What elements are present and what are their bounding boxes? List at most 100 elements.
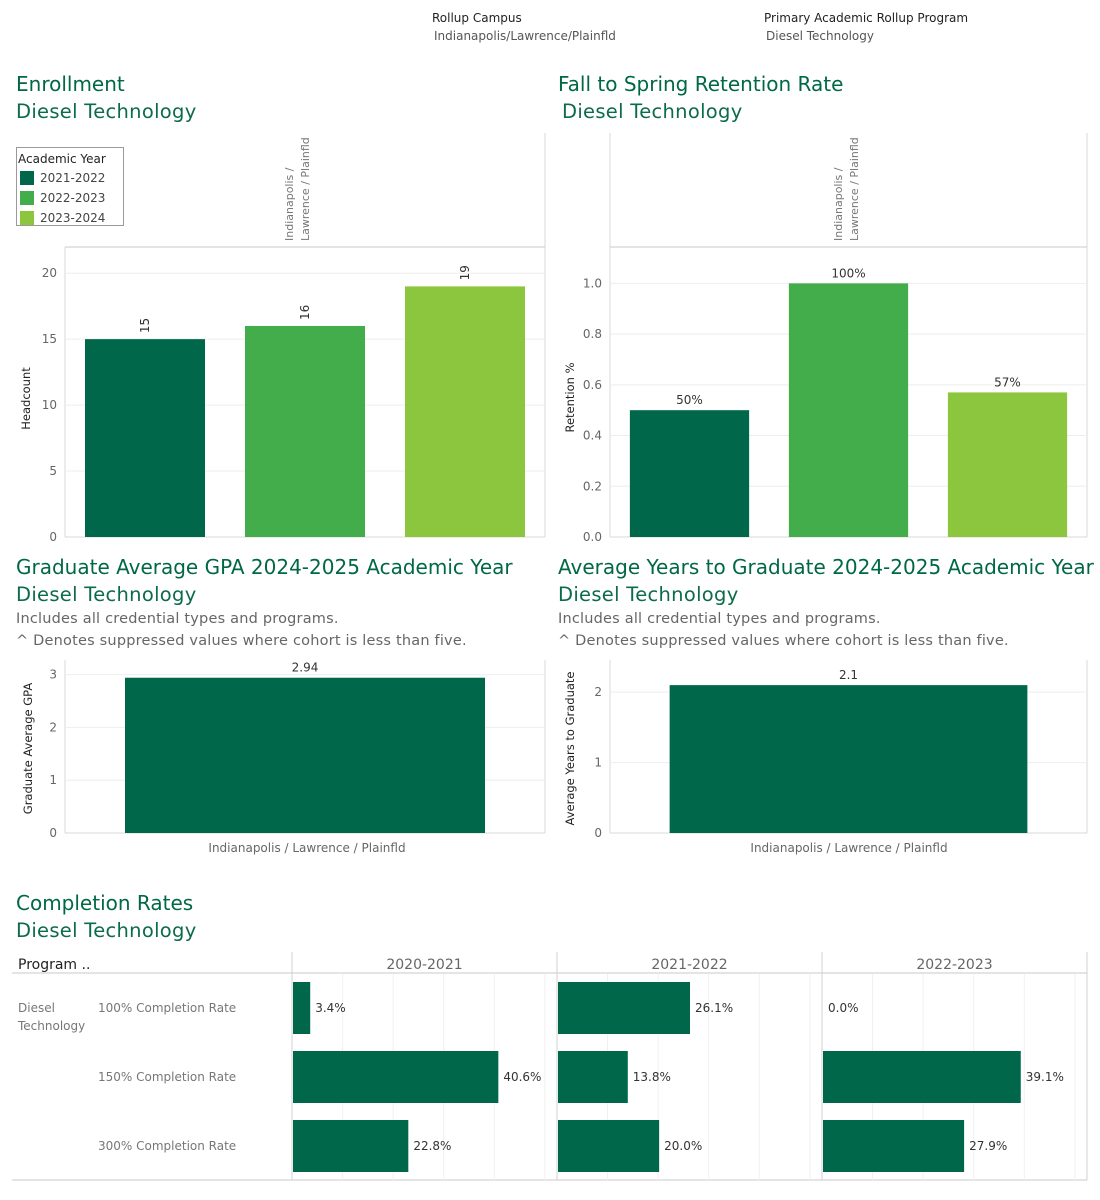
gpa-chart: 0 1 2 3 Graduate Average GPA 2.94 Indianapolis… xyxy=(21,660,546,855)
y-tick-label: 0.8 xyxy=(583,327,602,341)
y-tick-label: 1 xyxy=(49,773,57,787)
years-note-2: ^ Denotes suppressed values where cohort… xyxy=(558,633,1009,649)
bar xyxy=(245,325,365,537)
data-label: 20.0% xyxy=(664,1139,702,1153)
y-tick-label: 10 xyxy=(42,398,57,412)
data-label: 2.94 xyxy=(292,661,319,675)
y-tick-label: 1 xyxy=(594,756,602,770)
legend-item-2023-2024[interactable]: 2023-2024 xyxy=(17,208,123,228)
data-label: 16 xyxy=(298,305,312,320)
y-tick-label: 2 xyxy=(594,685,602,699)
y-tick-label: 1.0 xyxy=(583,276,602,290)
y-axis-label: Retention % xyxy=(563,362,577,432)
data-label: 26.1% xyxy=(695,1001,733,1015)
campus-filter-label: Rollup Campus xyxy=(432,11,522,25)
completion-title: Completion Rates xyxy=(16,891,194,915)
year-column-header: 2020-2021 xyxy=(386,957,462,973)
completion-bar xyxy=(293,1051,499,1103)
years-note-1: Includes all credential types and progra… xyxy=(558,611,881,627)
bar xyxy=(85,339,205,537)
legend-label: 2021-2022 xyxy=(40,171,106,185)
row-label: 300% Completion Rate xyxy=(98,1139,236,1153)
y-tick-label: 0.6 xyxy=(583,378,602,392)
bar xyxy=(669,685,1028,833)
column-header: Lawrence / Plainfld xyxy=(848,137,861,241)
completion-bar xyxy=(293,1120,409,1172)
gpa-note-1: Includes all credential types and progra… xyxy=(16,611,339,627)
y-tick-label: 5 xyxy=(49,464,57,478)
data-label: 22.8% xyxy=(413,1139,451,1153)
gpa-subtitle: Diesel Technology xyxy=(16,583,197,606)
retention-subtitle: Diesel Technology xyxy=(562,100,743,123)
campus-filter-value[interactable]: Indianapolis/Lawrence/Plainfld xyxy=(434,29,616,43)
legend-item-2022-2023[interactable]: 2022-2023 xyxy=(17,188,123,208)
data-label: 57% xyxy=(994,375,1021,389)
legend-label: 2022-2023 xyxy=(40,191,106,205)
completion-subtitle: Diesel Technology xyxy=(16,919,197,942)
bar xyxy=(629,410,750,537)
retention-chart: Indianapolis / Lawrence / Plainfld 0.0 0.2 0… xyxy=(563,133,1088,544)
program-column-header: Program .. xyxy=(18,957,90,973)
legend-title: Academic Year xyxy=(18,152,106,166)
data-label: 40.6% xyxy=(503,1070,541,1084)
bar xyxy=(405,286,525,537)
column-header: Lawrence / Plainfld xyxy=(299,137,312,241)
data-label: 27.9% xyxy=(969,1139,1007,1153)
gpa-note-2: ^ Denotes suppressed values where cohort… xyxy=(16,633,467,649)
data-label: 0.0% xyxy=(828,1001,859,1015)
y-tick-label: 0.0 xyxy=(583,530,602,544)
y-tick-label: 0.2 xyxy=(583,479,602,493)
data-label: 15 xyxy=(138,318,152,333)
program-name: Technology xyxy=(17,1019,85,1033)
bar xyxy=(947,392,1068,537)
legend-item-2021-2022[interactable]: 2021-2022 xyxy=(17,168,123,188)
gpa-title: Graduate Average GPA 2024-2025 Academic … xyxy=(16,555,513,579)
y-tick-label: 0 xyxy=(49,826,57,840)
enrollment-title: Enrollment xyxy=(16,72,125,96)
year-column-header: 2021-2022 xyxy=(651,957,727,973)
y-tick-label: 20 xyxy=(42,266,57,280)
y-tick-label: 3 xyxy=(49,668,57,682)
completion-bar xyxy=(558,982,691,1034)
enrollment-chart: Indianapolis / Lawrence / Plainfld 0 5 10 15 2… xyxy=(19,133,546,544)
program-name: Diesel xyxy=(18,1001,55,1015)
completion-bar xyxy=(823,1051,1021,1103)
row-label: 100% Completion Rate xyxy=(98,1001,236,1015)
y-tick-label: 2 xyxy=(49,720,57,734)
data-label: 100% xyxy=(831,266,865,280)
retention-title: Fall to Spring Retention Rate xyxy=(558,72,844,96)
completion-bar xyxy=(293,982,311,1034)
legend-swatch xyxy=(20,211,34,225)
year-column-header: 2022-2023 xyxy=(916,957,992,973)
row-label: 150% Completion Rate xyxy=(98,1070,236,1084)
data-label: 13.8% xyxy=(633,1070,671,1084)
enrollment-legend: Academic Year 2021-2022 2022-2023 2023-2… xyxy=(16,147,124,226)
program-filter-value[interactable]: Diesel Technology xyxy=(766,29,874,43)
x-category-label: Indianapolis / Lawrence / Plainfld xyxy=(750,841,947,855)
data-label: 2.1 xyxy=(839,668,858,682)
data-label: 39.1% xyxy=(1026,1070,1064,1084)
program-filter-label: Primary Academic Rollup Program xyxy=(764,11,969,25)
y-tick-label: 0.4 xyxy=(583,429,602,443)
y-axis-label: Graduate Average GPA xyxy=(21,683,35,815)
column-header: Indianapolis / xyxy=(832,167,845,241)
column-header: Indianapolis / xyxy=(283,167,296,241)
y-tick-label: 15 xyxy=(42,332,57,346)
completion-bar xyxy=(558,1120,660,1172)
y-axis-label: Headcount xyxy=(19,367,33,430)
bar xyxy=(125,677,485,833)
completion-bar xyxy=(823,1120,965,1172)
y-tick-label: 0 xyxy=(594,826,602,840)
y-axis-label: Average Years to Graduate xyxy=(563,672,577,826)
legend-label: 2023-2024 xyxy=(40,211,106,225)
completion-chart: Program .. Diesel Technology 2020-2021 2021-… xyxy=(12,952,1088,1181)
years-title: Average Years to Graduate 2024-2025 Acad… xyxy=(558,555,1094,579)
legend-swatch xyxy=(20,191,34,205)
completion-bar xyxy=(558,1051,628,1103)
enrollment-subtitle: Diesel Technology xyxy=(16,100,197,123)
data-label: 50% xyxy=(676,393,703,407)
data-label: 3.4% xyxy=(315,1001,346,1015)
years-chart: 0 1 2 Average Years to Graduate 2.1 Indianapo… xyxy=(563,660,1088,855)
data-label: 19 xyxy=(458,265,472,280)
legend-swatch xyxy=(20,171,34,185)
